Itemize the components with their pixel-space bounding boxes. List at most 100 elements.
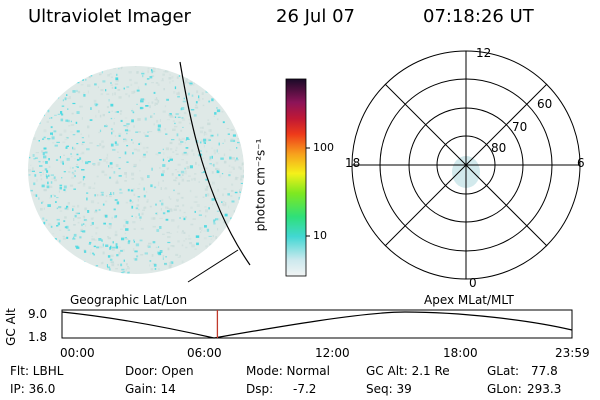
uv-speckle bbox=[207, 83, 211, 86]
uv-speckle bbox=[89, 241, 92, 244]
uv-speckle bbox=[81, 169, 85, 171]
uv-speckle bbox=[167, 207, 169, 209]
uv-speckle bbox=[210, 135, 212, 137]
uv-speckle bbox=[114, 233, 118, 237]
uv-speckle bbox=[82, 230, 86, 233]
uv-speckle bbox=[83, 183, 86, 185]
uv-speckle bbox=[129, 202, 132, 204]
uv-speckle bbox=[160, 208, 162, 211]
uv-speckle bbox=[146, 191, 148, 193]
uv-speckle bbox=[197, 70, 200, 73]
uv-speckle bbox=[101, 70, 103, 74]
uv-speckle bbox=[142, 209, 145, 211]
uv-speckle bbox=[39, 165, 43, 167]
uv-speckle bbox=[243, 223, 244, 227]
mlt-label-6: 6 bbox=[577, 156, 585, 170]
uv-speckle bbox=[163, 88, 165, 91]
uv-speckle bbox=[62, 99, 64, 102]
uv-speckle bbox=[96, 175, 99, 178]
uv-speckle bbox=[101, 239, 103, 242]
uv-speckle bbox=[189, 82, 193, 85]
uv-speckle bbox=[181, 245, 184, 247]
uv-speckle bbox=[131, 215, 133, 217]
uv-speckle bbox=[59, 239, 61, 243]
uv-speckle bbox=[173, 179, 176, 182]
uv-speckle bbox=[193, 114, 197, 117]
uv-speckle bbox=[216, 75, 219, 77]
uv-speckle bbox=[69, 184, 74, 187]
uv-speckle bbox=[76, 166, 79, 168]
uv-speckle bbox=[81, 117, 83, 120]
uv-speckle bbox=[72, 90, 76, 93]
uv-speckle bbox=[63, 271, 65, 274]
uv-speckle bbox=[171, 75, 174, 79]
uv-speckle bbox=[101, 246, 104, 248]
uv-speckle bbox=[107, 74, 110, 77]
uv-speckle bbox=[209, 258, 213, 260]
uv-speckle bbox=[65, 136, 68, 138]
uv-speckle bbox=[87, 84, 91, 87]
uv-speckle bbox=[136, 89, 140, 92]
uv-speckle bbox=[166, 167, 170, 170]
uv-speckle bbox=[209, 163, 212, 165]
uv-speckle bbox=[72, 146, 74, 150]
uv-speckle bbox=[193, 82, 195, 84]
uv-speckle bbox=[43, 207, 45, 210]
uv-speckle bbox=[222, 99, 226, 102]
uv-speckle bbox=[164, 262, 167, 265]
uv-speckle bbox=[166, 231, 170, 234]
uv-speckle bbox=[223, 204, 227, 207]
uv-speckle bbox=[132, 201, 134, 204]
uv-speckle bbox=[201, 230, 203, 232]
uv-speckle bbox=[55, 260, 58, 263]
uv-speckle bbox=[197, 98, 201, 102]
uv-speckle bbox=[151, 82, 154, 84]
uv-speckle bbox=[125, 268, 127, 271]
uv-speckle bbox=[155, 82, 159, 84]
uv-speckle bbox=[144, 275, 147, 277]
uv-speckle bbox=[196, 90, 199, 94]
uv-speckle bbox=[132, 221, 136, 224]
uv-speckle bbox=[185, 265, 187, 267]
uv-speckle bbox=[119, 246, 121, 248]
uv-speckle bbox=[72, 205, 76, 208]
status-door: Door: Open bbox=[125, 364, 194, 378]
uv-speckle bbox=[148, 131, 153, 133]
uv-speckle bbox=[226, 88, 228, 91]
uv-speckle bbox=[237, 273, 240, 274]
uv-speckle bbox=[116, 201, 120, 205]
uv-speckle bbox=[133, 239, 135, 241]
uv-speckle bbox=[117, 151, 119, 153]
uv-speckle bbox=[34, 94, 38, 97]
uv-speckle bbox=[167, 241, 171, 244]
uv-speckle bbox=[88, 186, 92, 189]
uv-speckle bbox=[174, 180, 177, 182]
uv-speckle bbox=[238, 109, 242, 113]
uv-speckle bbox=[147, 102, 150, 104]
uv-speckle bbox=[151, 69, 153, 72]
uv-speckle bbox=[158, 152, 161, 154]
uv-speckle bbox=[66, 225, 69, 229]
uv-speckle bbox=[84, 207, 87, 211]
uv-speckle bbox=[83, 219, 87, 221]
uv-speckle bbox=[206, 138, 210, 142]
uv-speckle bbox=[162, 254, 165, 258]
uv-speckle bbox=[212, 67, 214, 70]
uv-speckle bbox=[162, 68, 165, 70]
uv-speckle bbox=[54, 241, 56, 244]
uv-speckle bbox=[191, 94, 194, 97]
uv-speckle bbox=[231, 157, 235, 160]
uv-speckle bbox=[216, 69, 220, 73]
uv-speckle bbox=[208, 235, 212, 237]
uv-speckle bbox=[156, 212, 159, 216]
uv-speckle bbox=[150, 115, 153, 118]
uv-speckle bbox=[104, 214, 108, 218]
uv-speckle bbox=[133, 163, 137, 167]
uv-speckle bbox=[203, 167, 208, 170]
uv-speckle bbox=[110, 166, 113, 169]
uv-speckle bbox=[180, 141, 184, 143]
uv-speckle bbox=[228, 174, 231, 177]
uv-speckle bbox=[174, 116, 177, 118]
uv-speckle bbox=[209, 82, 213, 85]
uv-speckle bbox=[166, 210, 170, 213]
